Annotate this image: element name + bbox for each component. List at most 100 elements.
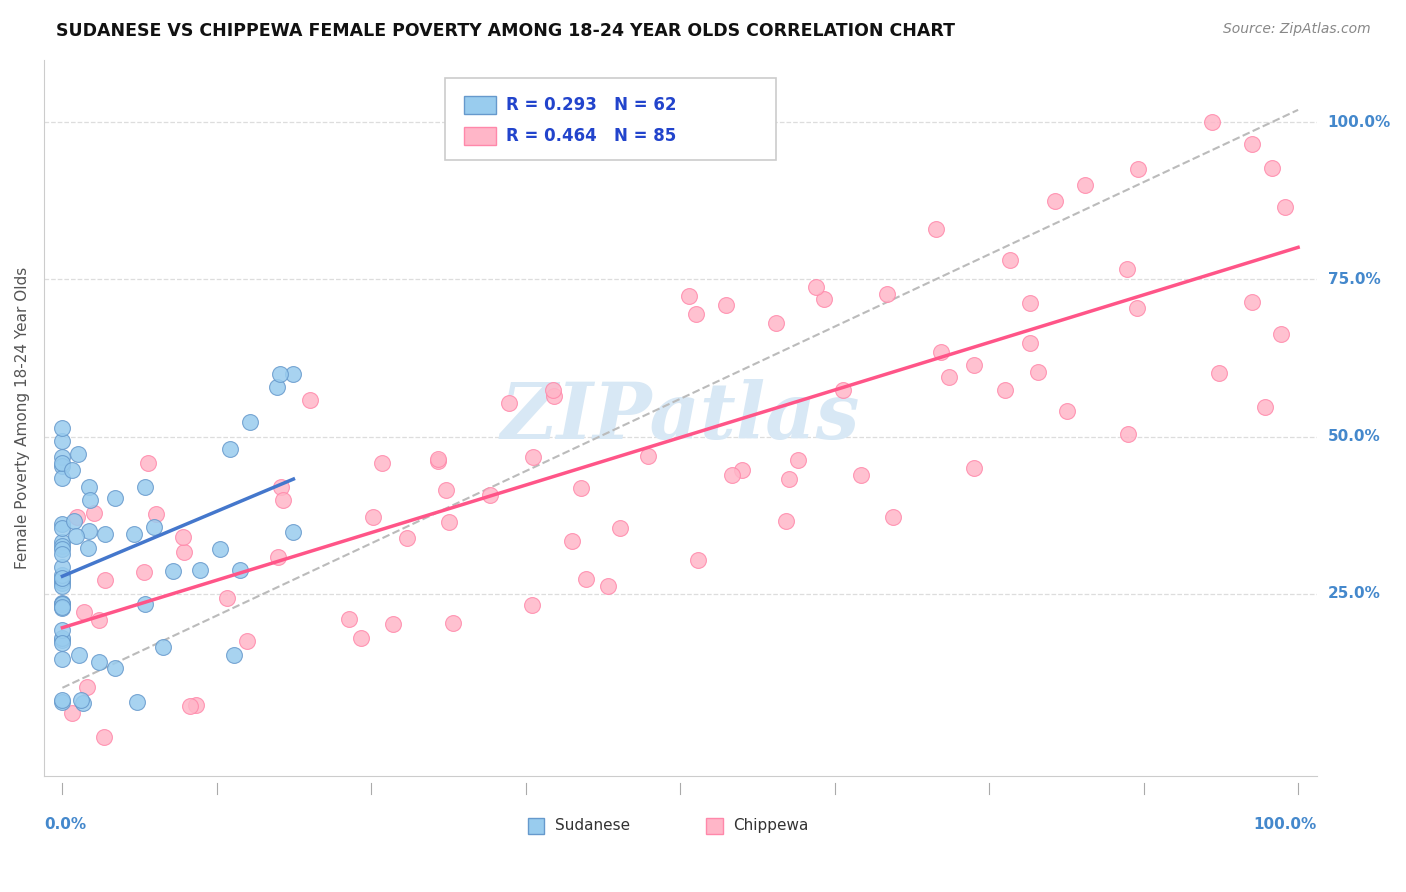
Point [882,509,904,524]
Point [1270,327,1292,342]
Point [832,384,855,398]
Point [67,648,90,662]
Point [266,379,288,393]
Point [162,564,184,578]
Point [561,533,583,548]
Point [51,559,73,574]
Point [1019,336,1042,351]
Point [765,316,787,330]
Point [609,521,631,535]
Point [79,492,101,507]
Point [479,488,502,502]
Point [51,596,73,610]
Point [83,507,105,521]
Point [813,292,835,306]
Point [685,307,707,321]
Bar [464,128,496,145]
Point [686,552,709,566]
Point [395,531,418,545]
Point [72,697,94,711]
Point [51,421,73,435]
Point [522,599,544,613]
Point [127,696,149,710]
Point [138,456,160,470]
Point [51,635,73,649]
Point [1019,296,1042,310]
Point [51,576,73,591]
Point [281,524,304,539]
Point [93,730,115,744]
Point [427,451,450,466]
Point [51,597,73,611]
Point [876,287,898,301]
Point [998,252,1021,267]
Point [51,521,73,535]
Point [371,457,394,471]
Point [51,652,73,666]
Point [1043,194,1066,208]
Point [849,467,872,482]
Text: 50.0%: 50.0% [1327,429,1381,444]
Point [173,545,195,559]
Point [87,655,110,669]
Point [1074,178,1097,193]
Point [143,519,166,533]
Point [51,450,73,465]
Point [51,458,73,473]
Point [51,624,73,638]
Point [804,280,827,294]
Point [350,631,373,645]
Point [1116,261,1139,276]
Point [51,535,73,549]
Point [51,693,73,707]
Point [269,367,291,381]
Point [522,450,544,464]
Point [70,693,93,707]
Point [51,695,73,709]
Point [77,541,100,555]
Point [63,515,86,529]
Point [721,467,744,482]
Point [543,389,565,403]
Point [145,507,167,521]
Point [267,549,290,564]
Point [678,289,700,303]
Point [994,384,1017,398]
Point [134,597,156,611]
Point [122,527,145,541]
Point [775,514,797,528]
Text: 25.0%: 25.0% [1327,586,1381,601]
Point [731,463,754,477]
Point [104,491,127,506]
Point [51,571,73,585]
Point [427,454,450,468]
Point [222,648,245,662]
Point [1116,426,1139,441]
Text: 100.0%: 100.0% [1253,817,1316,832]
Bar [706,818,723,834]
Point [79,480,101,494]
Point [931,345,953,359]
Point [184,698,207,712]
Point [382,616,405,631]
Point [236,633,259,648]
Point [152,640,174,654]
Point [239,415,262,429]
Text: R = 0.293   N = 62: R = 0.293 N = 62 [506,95,676,113]
Point [361,510,384,524]
Point [104,661,127,675]
Point [51,600,73,615]
Point [963,461,986,475]
Point [60,706,83,721]
Point [1128,162,1150,177]
Text: Sudanese: Sudanese [554,818,630,833]
Point [132,565,155,579]
Point [51,600,73,615]
Point [938,370,960,384]
Point [1026,365,1049,379]
Point [215,591,238,605]
Point [134,480,156,494]
Point [66,510,89,524]
Point [208,541,231,556]
Point [637,449,659,463]
